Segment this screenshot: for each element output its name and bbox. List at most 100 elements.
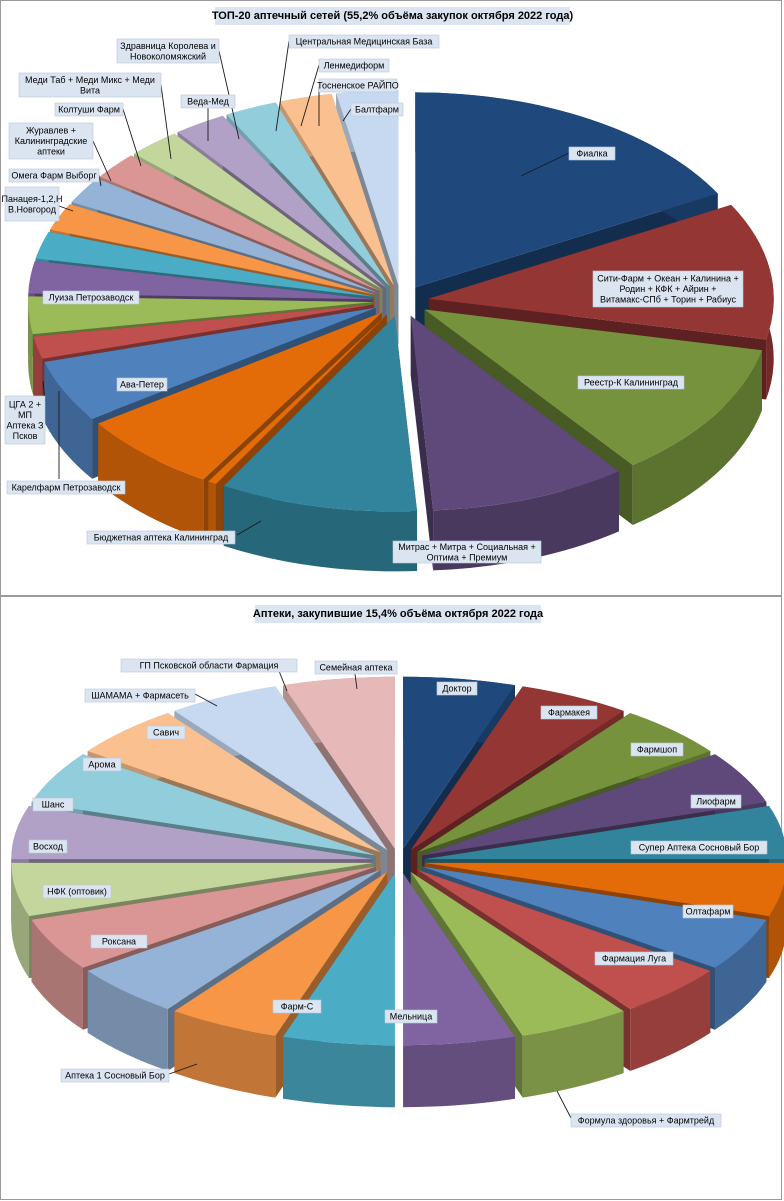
label-box (42, 290, 140, 305)
slice-label: ЦГА 2 + МП Аптека З Псков (4, 380, 46, 445)
pie-slice-top (410, 686, 624, 850)
slice-label-text: Ленмедиформ (324, 61, 385, 71)
pie-slice-side (410, 315, 434, 571)
slice-label-text: Омега Фарм Выборг (11, 171, 97, 181)
slice-label-text: ЦГА 2 + МП Аптека З Псков (7, 399, 44, 441)
label-box (6, 480, 126, 495)
slice-label-text: Савич (153, 728, 179, 738)
pie-slice-top (336, 90, 399, 286)
label-box (592, 270, 744, 308)
slice-label: Колтуши Фарм (54, 102, 142, 167)
pie-slice-top (35, 231, 375, 297)
slice-label: Фармшоп (630, 742, 684, 757)
leader-line (354, 673, 358, 690)
slice-label: Балтфарм (342, 102, 404, 122)
label-box (54, 102, 124, 117)
label-box (540, 705, 598, 720)
label-box (436, 681, 478, 696)
pie-slice-top (422, 866, 767, 968)
slice-label-text: Формула здоровья + Фармтрейд (578, 1116, 715, 1126)
slice-label: Супер Аптека Сосновый Бор (630, 840, 768, 855)
slice-label: Митрас + Митра + Социальная + Оптима + Пр… (392, 540, 542, 564)
slice-label-text: Журавлев + Калининградские аптеки (15, 126, 88, 157)
slice-label: Роксана (90, 934, 148, 949)
leader-line (58, 205, 74, 212)
slice-label: Формула здоровья + Фармтрейд (556, 1090, 722, 1128)
label-box (32, 797, 74, 812)
slice-label: Аптека 1 Сосновый Бор (60, 1063, 198, 1083)
leader-line (160, 84, 172, 160)
pie-slice (403, 873, 515, 1108)
label-box (288, 34, 440, 49)
label-box (630, 742, 684, 757)
pie-slice-top (223, 316, 418, 512)
slice-label-text: Арома (88, 760, 115, 770)
pie-slice-top (422, 754, 767, 856)
slice-label: Омега Фарм Выборг (8, 168, 102, 187)
pie-slice-top (177, 115, 386, 288)
slice-label-text: Аптека 1 Сосновый Бор (65, 1071, 165, 1081)
slice-label: Журавлев + Калининградские аптеки (8, 122, 112, 182)
slice-label: ШАМАМА + Фармасеть (84, 688, 218, 707)
pie-slice-rim (208, 481, 216, 545)
slice-label: Реестр-К Калининград (577, 375, 685, 390)
pie-slice-top (410, 872, 624, 1036)
slice-label-text: Сити-Фарм + Океан + Калинина + Родин + КФ… (597, 274, 739, 305)
label-box (384, 1009, 438, 1024)
chart-panel-top20: ТОП-20 аптечный сетей (55,2% объёма заку… (0, 0, 782, 596)
leader-line (122, 108, 142, 167)
pie-slice-rim (768, 883, 784, 979)
slice-label-text: Супер Аптека Сосновый Бор (639, 843, 760, 853)
leader-line (275, 40, 290, 132)
pie-slice-top (403, 676, 515, 849)
pie-slice-rim (403, 1036, 515, 1108)
label-box (570, 1113, 722, 1128)
chart-title-box (215, 7, 570, 25)
slice-label-text: Роксана (102, 937, 136, 947)
slice-label-text: Центральная Медицинская База (296, 37, 433, 47)
slice-label-text: Мельница (390, 1012, 432, 1022)
pie-slice-top (134, 133, 383, 290)
slice-label: Ава-Петер (116, 377, 168, 392)
label-box (8, 168, 100, 183)
pie-slice-top (50, 204, 376, 295)
label-box (594, 951, 674, 966)
label-box (630, 840, 768, 855)
slice-label-text: Фармакея (548, 708, 590, 718)
slice-label-text: Реестр-К Калининград (584, 378, 679, 388)
slice-label-text: Меди Таб + Меди Микс + Меди Вита (25, 75, 155, 96)
slice-label: Шанс (32, 797, 74, 812)
slice-label-text: Тосненское РАЙПО (317, 80, 399, 91)
leader-line (168, 1063, 198, 1075)
slice-label: Карелфарм Петрозаводск (6, 391, 126, 495)
slice-label: Арома (82, 757, 122, 772)
label-box (116, 38, 220, 64)
pie-slice-rim (28, 296, 33, 395)
leader-line (92, 140, 112, 182)
slice-label: Семейная аптека (314, 660, 398, 690)
pie-slice (410, 315, 619, 571)
pie-slice-rim (87, 970, 168, 1071)
slice-label-text: Шанс (42, 800, 65, 810)
slice-label: Центральная Медицинская База (275, 34, 440, 132)
label-box (90, 934, 148, 949)
slice-label-text: Балтфарм (355, 105, 399, 115)
label-box (42, 884, 112, 899)
pie-slice-top (11, 862, 374, 917)
slice-label: Тосненское РАЙПО (317, 78, 399, 126)
pie-slice-top (174, 686, 388, 850)
slice-label: НФК (оптовик) (42, 884, 112, 899)
pie-slice-top (279, 93, 394, 286)
slice-label: Восход (28, 839, 68, 854)
label-box (116, 377, 168, 392)
pie-slice-rim (174, 1011, 276, 1098)
label-box (60, 1068, 170, 1083)
slice-label: Доктор (436, 681, 478, 696)
pie-slice-top (31, 754, 376, 856)
slice-label-text: НФК (оптовик) (47, 887, 107, 897)
label-box (82, 757, 122, 772)
label-box (28, 839, 68, 854)
label-box (120, 658, 298, 673)
slice-label-text: ШАМАМА + Фармасеть (91, 691, 189, 701)
label-box (350, 102, 404, 117)
